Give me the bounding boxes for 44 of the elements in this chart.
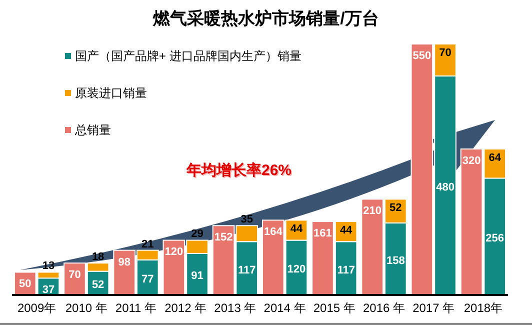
data-label: 29 xyxy=(191,228,204,240)
x-tick-label: 2011 年 xyxy=(115,301,157,315)
data-label: 164 xyxy=(264,226,284,238)
x-tick-label: 2010 年 xyxy=(65,301,108,315)
data-label: 18 xyxy=(92,251,104,264)
data-label: 152 xyxy=(214,232,233,244)
annotation: 年均增长率26% xyxy=(186,162,293,180)
data-label: 52 xyxy=(92,279,104,292)
data-label: 21 xyxy=(142,238,154,250)
data-label: 70 xyxy=(439,47,452,59)
data-label: 64 xyxy=(488,152,502,164)
x-tick-label: 2018年 xyxy=(464,301,503,315)
x-tick-label: 2013 年 xyxy=(214,301,256,315)
data-label: 77 xyxy=(142,273,154,286)
data-label: 320 xyxy=(462,154,481,167)
data-label: 44 xyxy=(290,223,304,236)
legend-label: 国产（国产品牌+ 进口品牌国内生产）销量 xyxy=(75,49,302,63)
data-label: 52 xyxy=(390,202,402,214)
data-label: 120 xyxy=(287,264,306,276)
data-label: 480 xyxy=(436,181,454,194)
data-label: 35 xyxy=(240,214,253,226)
data-label: 44 xyxy=(340,224,354,237)
x-tick-label: 2014 年 xyxy=(264,301,306,315)
data-label: 161 xyxy=(314,228,332,240)
data-label: 117 xyxy=(238,264,256,276)
data-label: 50 xyxy=(19,278,32,290)
data-label: 91 xyxy=(191,270,204,282)
x-tick-label: 2015 年 xyxy=(313,301,356,315)
data-label: 210 xyxy=(363,205,382,218)
legend-label: 原装进口销量 xyxy=(75,86,147,100)
data-label: 158 xyxy=(386,254,405,267)
data-label: 117 xyxy=(337,264,355,276)
data-label: 550 xyxy=(412,50,432,62)
chart-title: 燃气采暖热水炉市场销量/万台 xyxy=(152,9,379,28)
x-tick-label: 2017 年 xyxy=(412,301,455,315)
x-tick-label: 2012 年 xyxy=(164,301,207,315)
data-label: 37 xyxy=(42,284,55,296)
x-tick-label: 2009年 xyxy=(17,301,56,315)
data-label: 256 xyxy=(486,232,504,245)
data-label: 70 xyxy=(68,269,81,282)
x-tick-label: 2016 年 xyxy=(362,301,406,315)
legend-label: 总销量 xyxy=(74,123,111,137)
data-label: 98 xyxy=(118,256,130,268)
data-label: 120 xyxy=(164,246,184,258)
